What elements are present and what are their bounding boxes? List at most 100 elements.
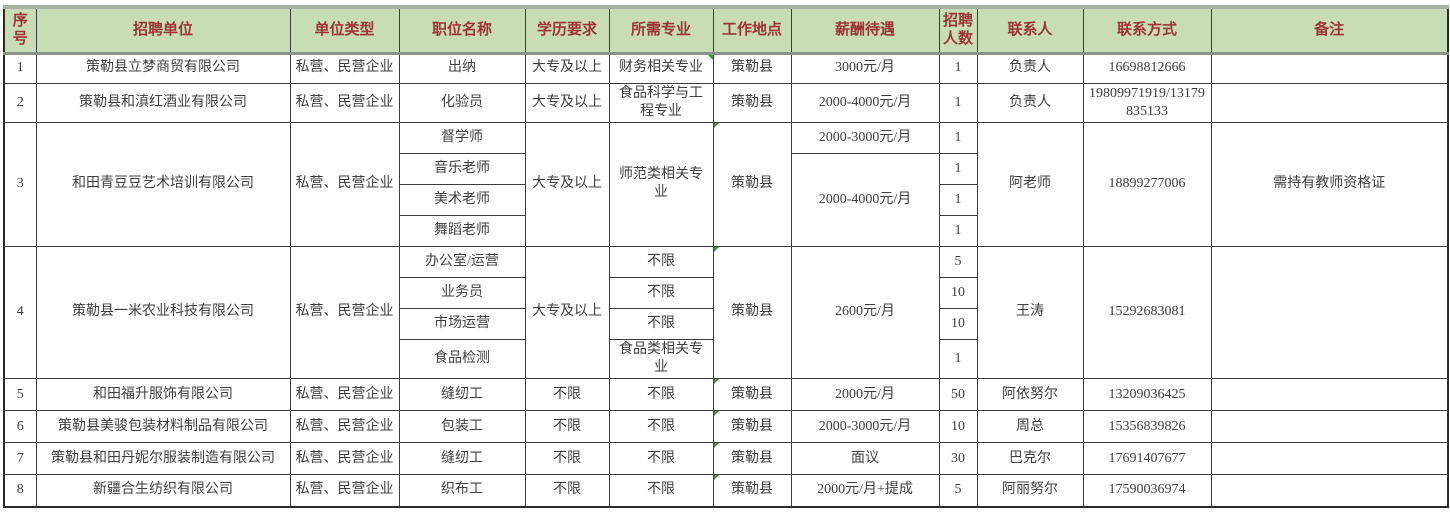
cell-contact: 负责人 [976, 82, 1084, 123]
cell-salary: 2000元/月 [790, 378, 940, 412]
cell-headcount: 10 [938, 276, 978, 309]
table-subrow: 音乐老师 2000-4000元/月 1 [4, 152, 1448, 247]
cell-flag-icon [714, 475, 719, 481]
cell-salary: 2000-4000元/月 [790, 82, 940, 123]
table-row: 1 策勒县立梦商贸有限公司 私营、民营企业 出纳 大专及以上 财务相关专业 策勒… [3, 52, 1449, 84]
cell-location-text: 策勒县 [731, 386, 773, 402]
cell-headcount: 5 [938, 474, 978, 508]
cell-headcount: 30 [938, 442, 978, 476]
cell-location-text: 策勒县 [731, 176, 773, 192]
cell-education: 不限 [524, 474, 610, 508]
cell-position: 出纳 [398, 52, 526, 84]
cell-salary: 面议 [790, 442, 940, 476]
cell-location: 策勒县 [712, 378, 792, 412]
col-header-no: 序号 [3, 6, 37, 54]
cell-contact: 阿丽努尔 [976, 474, 1084, 508]
cell-remark: 需持有教师资格证 [1210, 121, 1449, 247]
cell-phone: 15356839826 [1082, 410, 1212, 444]
cell-no: 3 [3, 121, 37, 247]
cell-flag-icon [714, 123, 719, 128]
cell-location: 策勒县 [712, 442, 792, 476]
cell-major: 不限 [608, 410, 714, 444]
cell-location: 策勒县 [712, 474, 792, 508]
cell-remark [1210, 82, 1449, 123]
col-header-phone: 联系方式 [1082, 6, 1212, 54]
cell-position: 缝纫工 [398, 442, 526, 476]
col-header-salary: 薪酬待遇 [790, 6, 940, 54]
cell-salary: 2000-3000元/月 [790, 121, 940, 154]
cell-position: 美术老师 [398, 183, 526, 216]
col-header-contact: 联系人 [976, 6, 1084, 54]
cell-location: 策勒县 [712, 52, 792, 84]
cell-education: 不限 [524, 378, 610, 412]
cell-flag-icon [714, 379, 719, 385]
cell-company: 新疆合生纺织有限公司 [35, 474, 291, 508]
table-row: 5 和田福升服饰有限公司 私营、民营企业 缝纫工 不限 不限 策勒县 2000元… [3, 378, 1449, 412]
cell-contact: 巴克尔 [976, 442, 1084, 476]
col-header-company: 招聘单位 [35, 6, 291, 54]
cell-position: 督学师 [398, 121, 526, 154]
cell-no: 6 [3, 410, 37, 444]
table-row: 6 策勒县美骏包装材料制品有限公司 私营、民营企业 包装工 不限 不限 策勒县 … [3, 410, 1449, 444]
cell-position: 办公室/运营 [398, 245, 526, 278]
cell-flag-icon [707, 54, 712, 60]
cell-remark [1210, 474, 1449, 508]
cell-position: 织布工 [398, 474, 526, 508]
cell-contact: 阿依努尔 [976, 378, 1084, 412]
cell-type: 私营、民营企业 [289, 442, 400, 476]
cell-company: 策勒县立梦商贸有限公司 [35, 52, 291, 84]
cell-phone: 17590036974 [1082, 474, 1212, 508]
cell-phone: 16698812666 [1082, 52, 1212, 84]
col-header-remark: 备注 [1210, 6, 1449, 54]
recruitment-table: 序号 招聘单位 单位类型 职位名称 学历要求 所需专业 工作地点 薪酬待遇 招聘… [3, 5, 1449, 508]
cell-phone: 15292683081 [1082, 245, 1212, 380]
col-header-position: 职位名称 [398, 6, 526, 54]
cell-type: 私营、民营企业 [289, 474, 400, 508]
col-header-education: 学历要求 [524, 6, 610, 54]
cell-headcount: 5 [938, 245, 978, 278]
cell-phone: 18899277006 [1082, 121, 1212, 247]
col-header-location: 工作地点 [712, 6, 792, 54]
cell-company: 策勒县和滇红酒业有限公司 [35, 82, 291, 123]
cell-remark [1210, 245, 1449, 380]
cell-contact: 负责人 [976, 52, 1084, 84]
cell-major: 不限 [608, 474, 714, 508]
cell-major: 不限 [608, 307, 714, 340]
cell-headcount: 1 [938, 214, 978, 247]
cell-no: 1 [3, 52, 37, 84]
table-row-group: 3 和田青豆豆艺术培训有限公司 私营、民营企业 督学师 大专及以上 师范类相关专… [3, 121, 1449, 247]
cell-remark [1210, 410, 1449, 444]
cell-type: 私营、民营企业 [289, 378, 400, 412]
cell-headcount: 1 [938, 82, 978, 123]
cell-location-text: 策勒县 [731, 304, 773, 320]
cell-position: 业务员 [398, 276, 526, 309]
cell-remark [1210, 52, 1449, 84]
cell-location: 策勒县 [712, 121, 792, 247]
cell-no: 4 [3, 245, 37, 380]
table-row: 8 新疆合生纺织有限公司 私营、民营企业 织布工 不限 不限 策勒县 2000元… [3, 474, 1449, 508]
table-row: 7 策勒县和田丹妮尔服装制造有限公司 私营、民营企业 缝纫工 不限 不限 策勒县… [3, 442, 1449, 476]
cell-type: 私营、民营企业 [289, 245, 400, 380]
cell-education: 大专及以上 [524, 245, 610, 380]
recruitment-table-sheet: 序号 招聘单位 单位类型 职位名称 学历要求 所需专业 工作地点 薪酬待遇 招聘… [3, 5, 1450, 508]
cell-company: 和田福升服饰有限公司 [35, 378, 291, 412]
table-subrow: 食品检测 食品类相关专业 1 [4, 338, 1448, 380]
cell-position: 舞蹈老师 [398, 214, 526, 247]
cell-type: 私营、民营企业 [289, 121, 400, 247]
cell-no: 7 [3, 442, 37, 476]
cell-company: 策勒县和田丹妮尔服装制造有限公司 [35, 442, 291, 476]
cell-salary: 2000-4000元/月 [790, 152, 940, 247]
cell-type: 私营、民营企业 [289, 410, 400, 444]
cell-position: 音乐老师 [398, 152, 526, 185]
cell-major: 食品科学与工程专业 [608, 82, 714, 123]
cell-headcount: 10 [938, 307, 978, 340]
cell-salary: 3000元/月 [790, 52, 940, 84]
cell-location: 策勒县 [712, 245, 792, 380]
cell-major: 不限 [608, 378, 714, 412]
cell-position: 食品检测 [398, 338, 526, 380]
cell-headcount: 1 [938, 52, 978, 84]
cell-position: 包装工 [398, 410, 526, 444]
cell-no: 8 [3, 474, 37, 508]
cell-position: 缝纫工 [398, 378, 526, 412]
cell-major: 不限 [608, 442, 714, 476]
